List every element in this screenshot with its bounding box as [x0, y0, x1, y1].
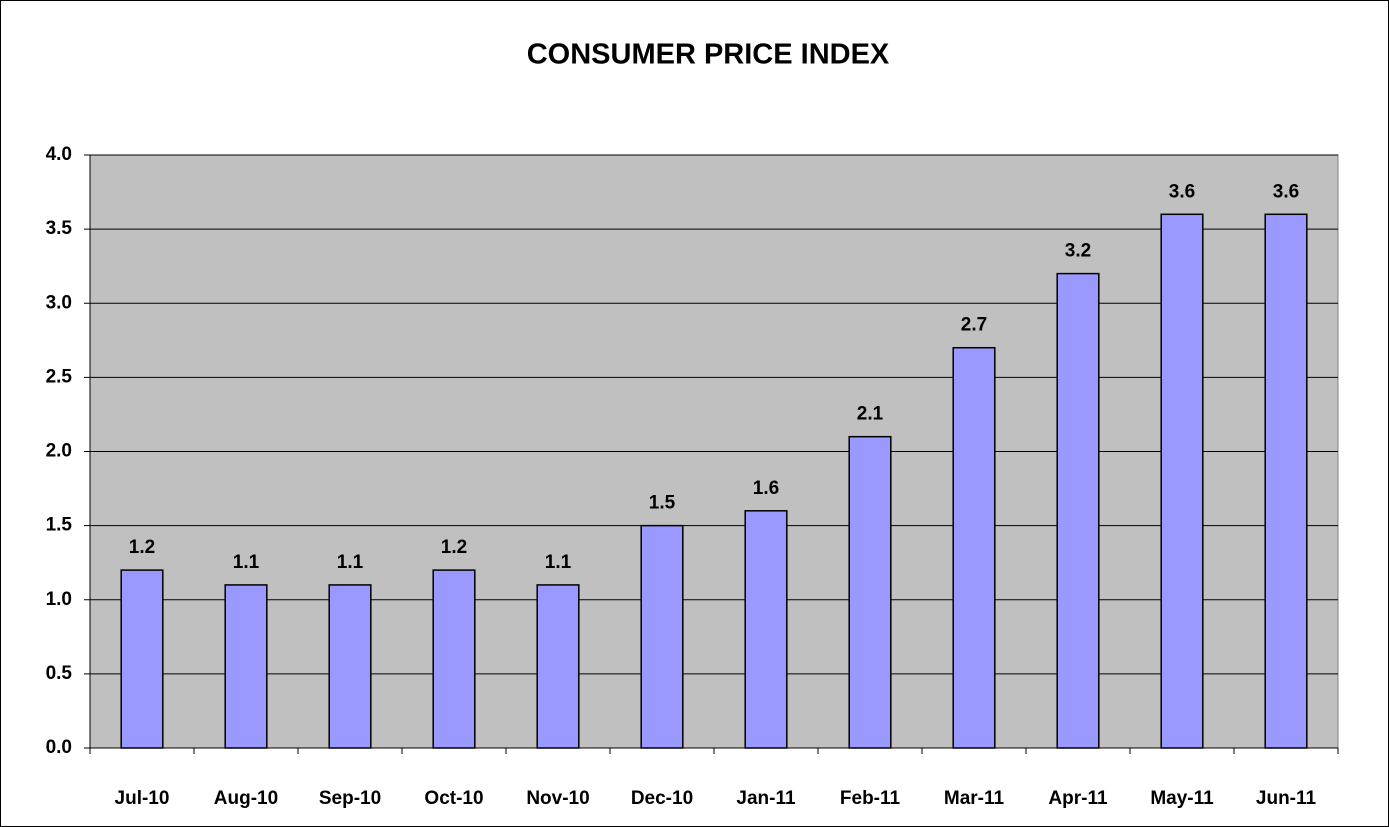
x-tick-label: Jun-11: [1256, 788, 1317, 809]
y-tick-label: 3.0: [46, 292, 72, 313]
x-tick-label: Jul-10: [115, 788, 170, 809]
x-tick-label: Apr-11: [1048, 788, 1108, 809]
x-tick-label: Dec-10: [631, 788, 693, 809]
bar: [120, 569, 164, 749]
data-label: 1.1: [233, 552, 260, 573]
x-tick-label: Mar-11: [944, 788, 1005, 809]
x-tick-label: Jan-11: [736, 788, 796, 809]
data-label: 3.6: [1169, 181, 1195, 202]
y-tick-label: 0.5: [46, 663, 73, 684]
chart-title: CONSUMER PRICE INDEX: [527, 39, 890, 71]
data-label: 2.7: [961, 315, 987, 336]
y-tick-label: 4.0: [46, 144, 72, 165]
data-label: 1.2: [441, 537, 467, 558]
x-tick-label: Feb-11: [840, 788, 901, 809]
y-tick-label: 1.5: [46, 515, 73, 536]
y-tick-label: 2.5: [46, 366, 73, 387]
data-label: 1.1: [337, 552, 364, 573]
data-label: 1.5: [649, 493, 676, 514]
data-label: 1.1: [545, 552, 572, 573]
y-tick-label: 1.0: [46, 589, 72, 610]
bar: [1160, 213, 1204, 749]
data-label: 3.6: [1273, 181, 1299, 202]
x-tick-label: Oct-10: [424, 788, 483, 809]
x-tick-label: Nov-10: [526, 788, 589, 809]
y-tick-label: 0.0: [46, 737, 72, 758]
bar: [640, 524, 684, 749]
bar: [536, 584, 580, 749]
bar: [432, 569, 476, 749]
x-tick-label: Sep-10: [319, 788, 381, 809]
data-label: 3.2: [1065, 241, 1091, 262]
data-label: 1.2: [129, 537, 155, 558]
bar: [952, 346, 996, 749]
bar: [1056, 272, 1100, 749]
x-tick-label: May-11: [1150, 788, 1214, 809]
data-label: 1.6: [753, 478, 779, 499]
bar: [848, 435, 892, 749]
bar: [328, 584, 372, 749]
bar: [224, 584, 268, 749]
x-tick-label: Aug-10: [214, 788, 278, 809]
data-label: 2.1: [857, 404, 884, 425]
bar: [1264, 213, 1308, 749]
bar: [744, 510, 788, 749]
y-tick-label: 3.5: [46, 218, 73, 239]
y-tick-label: 2.0: [46, 441, 72, 462]
